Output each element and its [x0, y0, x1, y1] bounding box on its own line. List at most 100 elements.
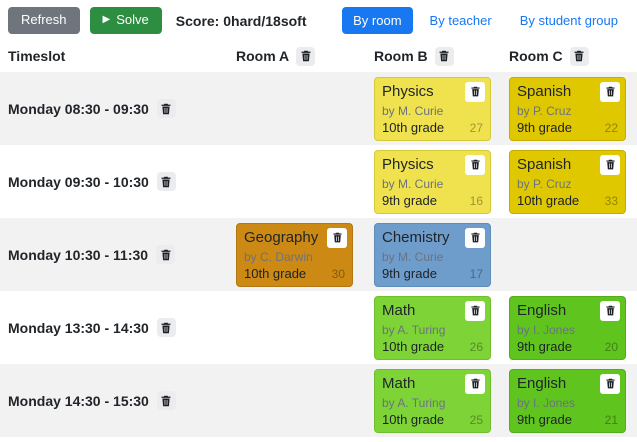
- trash-icon: [161, 249, 171, 260]
- timeslot-delete-button[interactable]: [156, 245, 176, 264]
- lesson-id: 27: [469, 120, 483, 135]
- lesson-card: Math by A. Turing 10th grade 25: [374, 368, 491, 433]
- room-a-label: Room A: [236, 48, 290, 64]
- lesson-delete-button[interactable]: [465, 300, 485, 321]
- lesson-subject: Physics: [382, 82, 434, 100]
- lesson-grade: 9th grade: [382, 265, 437, 281]
- lesson-card: Geography by C. Darwin 10th grade 30: [236, 222, 353, 287]
- room-c-delete-button[interactable]: [569, 46, 589, 66]
- lesson-teacher: by I. Jones: [517, 395, 576, 410]
- timeslot-row: Monday 14:30 - 15:30 Math by A. Turing 1…: [0, 364, 637, 437]
- trash-icon: [161, 395, 171, 406]
- timeslot-label: Monday 08:30 - 09:30: [8, 100, 149, 117]
- lesson-id: 22: [604, 120, 618, 135]
- lesson-delete-button[interactable]: [600, 300, 620, 321]
- lesson-id: 21: [604, 412, 618, 427]
- timeslot-column-header: Timeslot: [8, 48, 66, 64]
- lesson-delete-button[interactable]: [465, 81, 485, 102]
- lesson-delete-button[interactable]: [600, 81, 620, 102]
- lesson-delete-button[interactable]: [600, 373, 620, 394]
- lesson-delete-button[interactable]: [465, 227, 485, 248]
- lesson-subject: Math: [382, 301, 416, 319]
- lesson-subject: Math: [382, 374, 416, 392]
- trash-icon: [470, 305, 480, 316]
- lesson-teacher: by M. Curie: [382, 176, 444, 191]
- lesson-card: English by I. Jones 9th grade 21: [509, 368, 626, 433]
- room-a-column-header: Room A: [229, 46, 367, 66]
- trash-icon: [332, 232, 342, 243]
- trash-icon: [301, 50, 311, 62]
- lesson-teacher: by A. Turing: [382, 395, 446, 410]
- solve-button-label: Solve: [116, 12, 149, 28]
- timeslot-label: Monday 13:30 - 14:30: [8, 319, 149, 336]
- timeslot-row: Monday 13:30 - 14:30 Math by A. Turing 1…: [0, 291, 637, 364]
- solve-button[interactable]: ▶ Solve: [89, 7, 162, 34]
- tab-by-room[interactable]: By room: [342, 7, 413, 34]
- trash-icon: [439, 50, 449, 62]
- trash-icon: [605, 159, 615, 170]
- lesson-subject: Chemistry: [382, 228, 450, 246]
- lesson-grade: 9th grade: [382, 192, 437, 208]
- trash-icon: [605, 86, 615, 97]
- lesson-id: 25: [469, 412, 483, 427]
- trash-icon: [470, 378, 480, 389]
- tab-by-teacher[interactable]: By teacher: [419, 7, 503, 34]
- refresh-button[interactable]: Refresh: [8, 7, 80, 34]
- trash-icon: [161, 103, 171, 114]
- lesson-id: 33: [604, 193, 618, 208]
- timetable: Timeslot Room A Room B Room C Monday 08:…: [0, 40, 637, 437]
- lesson-teacher: by M. Curie: [382, 103, 444, 118]
- lesson-grade: 10th grade: [382, 338, 445, 354]
- lesson-delete-button[interactable]: [327, 227, 347, 248]
- timeslot-delete-button[interactable]: [156, 318, 176, 337]
- lesson-delete-button[interactable]: [465, 154, 485, 175]
- toolbar: Refresh ▶ Solve Score: 0hard/18soft By r…: [0, 0, 637, 40]
- lesson-subject: English: [517, 374, 567, 392]
- timeslot-label: Monday 10:30 - 11:30: [8, 246, 149, 263]
- lesson-teacher: by P. Cruz: [517, 103, 572, 118]
- view-tabs: By room By teacher By student group: [342, 7, 629, 34]
- trash-icon: [470, 159, 480, 170]
- trash-icon: [470, 232, 480, 243]
- lesson-subject: Geography: [244, 228, 319, 246]
- lesson-subject: Spanish: [517, 82, 572, 100]
- score-label: Score: 0hard/18soft: [175, 12, 307, 29]
- lesson-delete-button[interactable]: [465, 373, 485, 394]
- lesson-teacher: by P. Cruz: [517, 176, 572, 191]
- lesson-grade: 9th grade: [517, 119, 572, 135]
- timeslot-delete-button[interactable]: [156, 172, 176, 191]
- lesson-card: Spanish by P. Cruz 9th grade 22: [509, 76, 626, 141]
- lesson-teacher: by C. Darwin: [244, 249, 313, 264]
- timeslot-delete-button[interactable]: [156, 99, 176, 118]
- room-b-delete-button[interactable]: [434, 46, 454, 66]
- tab-by-student-group[interactable]: By student group: [509, 7, 629, 34]
- lesson-grade: 10th grade: [517, 192, 580, 208]
- timeslot-row: Monday 09:30 - 10:30 Physics by M. Curie…: [0, 145, 637, 218]
- lesson-delete-button[interactable]: [600, 154, 620, 175]
- timeslot-row: Monday 10:30 - 11:30 Geography by C. Dar…: [0, 218, 637, 291]
- lesson-id: 17: [469, 266, 483, 281]
- lesson-grade: 10th grade: [382, 411, 445, 427]
- room-b-column-header: Room B: [367, 46, 502, 66]
- trash-icon: [574, 50, 584, 62]
- lesson-grade: 9th grade: [517, 338, 572, 354]
- lesson-subject: Spanish: [517, 155, 572, 173]
- lesson-id: 30: [331, 266, 345, 281]
- trash-icon: [161, 176, 171, 187]
- timeslot-row: Monday 08:30 - 09:30 Physics by M. Curie…: [0, 72, 637, 145]
- timetable-header-row: Timeslot Room A Room B Room C: [0, 40, 637, 72]
- lesson-subject: Physics: [382, 155, 434, 173]
- play-icon: ▶: [102, 14, 111, 26]
- lesson-id: 26: [469, 339, 483, 354]
- timeslot-delete-button[interactable]: [156, 391, 176, 410]
- lesson-card: Physics by M. Curie 9th grade 16: [374, 149, 491, 214]
- lesson-card: Math by A. Turing 10th grade 26: [374, 295, 491, 360]
- trash-icon: [605, 305, 615, 316]
- timeslot-label: Monday 14:30 - 15:30: [8, 392, 149, 409]
- room-a-delete-button[interactable]: [296, 46, 316, 66]
- lesson-card: Chemistry by M. Curie 9th grade 17: [374, 222, 491, 287]
- room-c-label: Room C: [509, 48, 563, 64]
- lesson-id: 16: [469, 193, 483, 208]
- lesson-teacher: by A. Turing: [382, 322, 446, 337]
- trash-icon: [470, 86, 480, 97]
